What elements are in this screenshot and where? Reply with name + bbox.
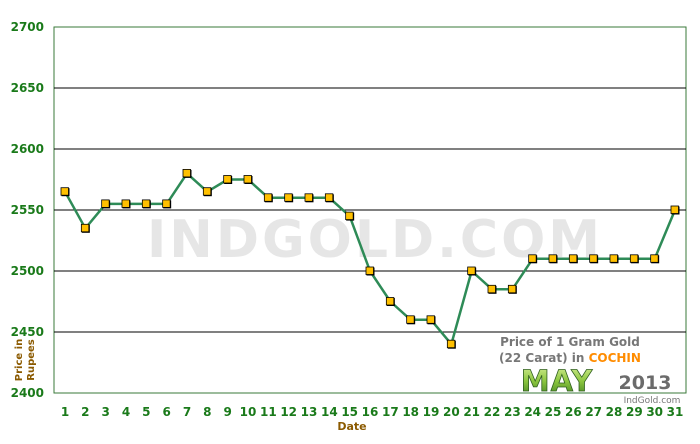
x-tick-label: 13 xyxy=(301,405,318,419)
data-point xyxy=(365,266,374,275)
x-tick-label: 21 xyxy=(463,405,480,419)
title-annotation: Price of 1 Gram Gold (22 Carat) in COCHI… xyxy=(499,335,680,406)
x-tick-label: 3 xyxy=(101,405,109,419)
data-point xyxy=(141,199,151,208)
y-tick-label: 2400 xyxy=(11,386,44,400)
x-tick-label: 12 xyxy=(280,405,297,419)
data-point xyxy=(284,193,293,202)
data-point xyxy=(487,284,496,294)
x-tick-label: 17 xyxy=(382,405,399,419)
x-tick-label: 2 xyxy=(81,405,89,419)
annotation-city: COCHIN xyxy=(589,351,641,365)
data-point xyxy=(304,193,313,202)
x-tick-label: 9 xyxy=(223,405,231,419)
x-tick-label: 26 xyxy=(565,405,582,419)
data-point xyxy=(568,254,578,263)
x-tick-label: 29 xyxy=(626,405,643,419)
data-point xyxy=(589,254,598,263)
x-tick-label: 27 xyxy=(585,405,602,419)
data-point xyxy=(60,187,69,196)
watermark-text: INDGOLD.COM xyxy=(147,210,603,270)
data-point xyxy=(467,266,476,275)
data-point xyxy=(162,199,171,208)
annotation-year: 2013 xyxy=(619,372,672,394)
data-point xyxy=(243,175,252,184)
data-point xyxy=(406,315,415,324)
y-tick-label: 2600 xyxy=(11,142,44,156)
x-tick-label: 28 xyxy=(606,405,623,419)
data-point xyxy=(629,254,639,263)
data-point xyxy=(324,193,334,202)
data-point xyxy=(426,315,435,324)
y-axis-ticks: 2400 2450 2500 2550 2600 2650 2700 xyxy=(11,20,44,400)
data-point xyxy=(446,339,456,349)
data-point xyxy=(650,254,659,263)
x-tick-label: 19 xyxy=(423,405,440,419)
x-tick-label: 24 xyxy=(524,405,541,419)
x-tick-label: 7 xyxy=(183,405,191,419)
annotation-month: MAY xyxy=(521,364,594,398)
y-tick-label: 2450 xyxy=(11,325,44,339)
data-points xyxy=(60,168,680,349)
x-tick-label: 30 xyxy=(646,405,663,419)
x-tick-label: 8 xyxy=(203,405,211,419)
y-axis-title: Price inRupees xyxy=(14,339,37,381)
x-tick-label: 22 xyxy=(484,405,501,419)
data-point xyxy=(507,284,517,294)
data-point xyxy=(548,254,557,263)
x-tick-label: 5 xyxy=(142,405,150,419)
y-tick-label: 2550 xyxy=(11,203,44,217)
y-tick-label: 2500 xyxy=(11,264,44,278)
y-tick-label: 2700 xyxy=(11,20,44,34)
y-tick-label: 2650 xyxy=(11,81,44,95)
x-tick-label: 6 xyxy=(162,405,170,419)
annotation-site: IndGold.com xyxy=(624,396,681,406)
x-tick-label: 10 xyxy=(240,405,257,419)
annotation-line2: (22 Carat) in COCHIN xyxy=(499,351,641,365)
data-point xyxy=(202,187,212,196)
x-tick-label: 18 xyxy=(402,405,419,419)
x-axis-ticks: 1 2 3 4 5 6 7 8 9 10 11 12 13 14 15 16 17 18 19 20 21 22 23 24 2… xyxy=(61,405,684,419)
x-tick-label: 23 xyxy=(504,405,521,419)
x-tick-label: 25 xyxy=(545,405,562,419)
x-tick-label: 31 xyxy=(667,405,684,419)
data-point xyxy=(101,199,110,208)
x-tick-label: 1 xyxy=(61,405,69,419)
x-tick-label: 15 xyxy=(341,405,358,419)
x-tick-label: 11 xyxy=(260,405,277,419)
data-point xyxy=(80,223,90,233)
x-tick-label: 16 xyxy=(362,405,379,419)
data-point xyxy=(263,193,273,202)
data-point xyxy=(528,254,537,263)
data-point xyxy=(345,211,354,221)
annotation-carat: (22 Carat) in xyxy=(499,351,589,365)
data-point xyxy=(609,254,618,263)
data-point xyxy=(670,205,679,214)
data-point xyxy=(385,297,395,306)
data-point xyxy=(182,168,191,178)
x-tick-label: 14 xyxy=(321,405,338,419)
x-axis-title: Date xyxy=(337,420,366,433)
x-tick-label: 20 xyxy=(443,405,460,419)
data-point xyxy=(223,175,232,184)
data-point xyxy=(121,199,130,208)
x-tick-label: 4 xyxy=(122,405,130,419)
annotation-line1: Price of 1 Gram Gold xyxy=(500,335,640,349)
